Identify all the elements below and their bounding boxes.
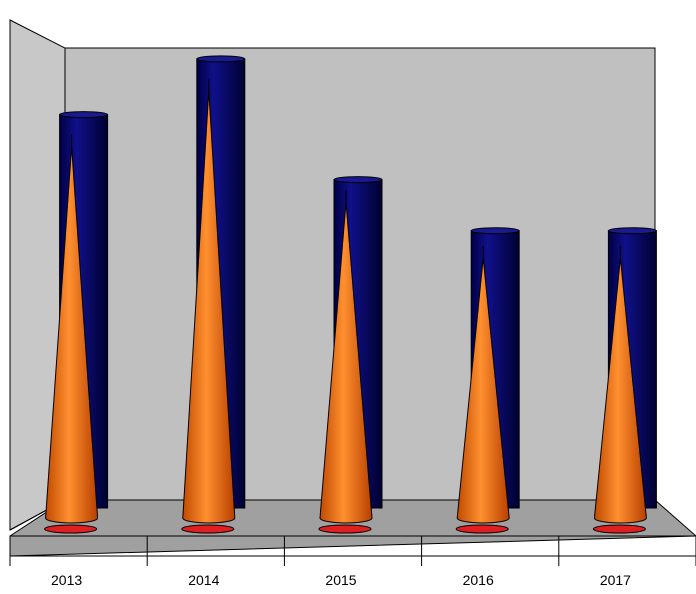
disc-marker-2013 [44,524,98,534]
cone-bar-2013 [45,146,99,524]
disc-marker-2016 [455,524,509,534]
x-tick-label-2015: 2015 [325,572,356,588]
x-tick-label-2013: 2013 [51,572,82,588]
cylinder-top-2016 [470,227,520,235]
disc-marker-2014 [181,524,235,534]
x-tick-label-2016: 2016 [463,572,494,588]
cone-bar-2016 [456,257,510,524]
cylinder-top-2013 [59,111,109,119]
disc-marker-2017 [592,524,646,534]
x-tick-label-2017: 2017 [600,572,631,588]
cone-bar-2015 [319,202,373,524]
cone-bar-2014 [182,90,236,524]
disc-marker-2015 [318,524,372,534]
cone-bar-2017 [593,257,647,524]
x-tick-label-2014: 2014 [188,572,219,588]
cylinder-top-2017 [607,227,657,235]
cylinder-top-2014 [196,55,246,63]
cylinder-top-2015 [333,176,383,184]
